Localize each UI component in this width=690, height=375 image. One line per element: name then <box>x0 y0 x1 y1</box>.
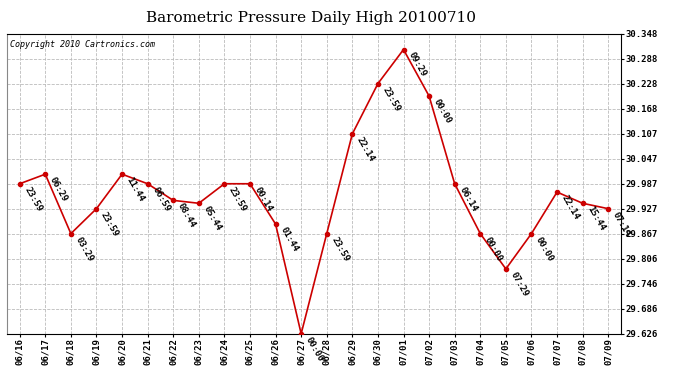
Text: 01:44: 01:44 <box>278 225 299 253</box>
Text: 00:00: 00:00 <box>432 98 453 125</box>
Text: 22:14: 22:14 <box>560 194 581 221</box>
Text: 08:44: 08:44 <box>176 202 197 229</box>
Text: 07:14: 07:14 <box>611 210 632 238</box>
Text: 23:59: 23:59 <box>99 210 121 238</box>
Text: 23:59: 23:59 <box>23 185 43 213</box>
Text: 00:00: 00:00 <box>483 235 504 263</box>
Text: 15:44: 15:44 <box>585 205 607 232</box>
Text: 00:00: 00:00 <box>534 235 555 263</box>
Text: 06:14: 06:14 <box>457 185 479 213</box>
Text: Copyright 2010 Cartronics.com: Copyright 2010 Cartronics.com <box>10 40 155 49</box>
Text: 00:00: 00:00 <box>304 335 325 363</box>
Text: 23:59: 23:59 <box>227 185 248 213</box>
Text: 11:44: 11:44 <box>125 176 146 203</box>
Text: 07:29: 07:29 <box>509 270 530 298</box>
Text: Barometric Pressure Daily High 20100710: Barometric Pressure Daily High 20100710 <box>146 11 475 25</box>
Text: 06:59: 06:59 <box>150 185 172 213</box>
Text: 22:14: 22:14 <box>355 135 376 163</box>
Text: 03:29: 03:29 <box>74 235 95 263</box>
Text: 09:29: 09:29 <box>406 51 428 79</box>
Text: 05:44: 05:44 <box>201 205 223 232</box>
Text: 00:14: 00:14 <box>253 185 274 213</box>
Text: 23:59: 23:59 <box>381 85 402 113</box>
Text: 23:59: 23:59 <box>330 235 351 263</box>
Text: 06:29: 06:29 <box>48 176 69 203</box>
